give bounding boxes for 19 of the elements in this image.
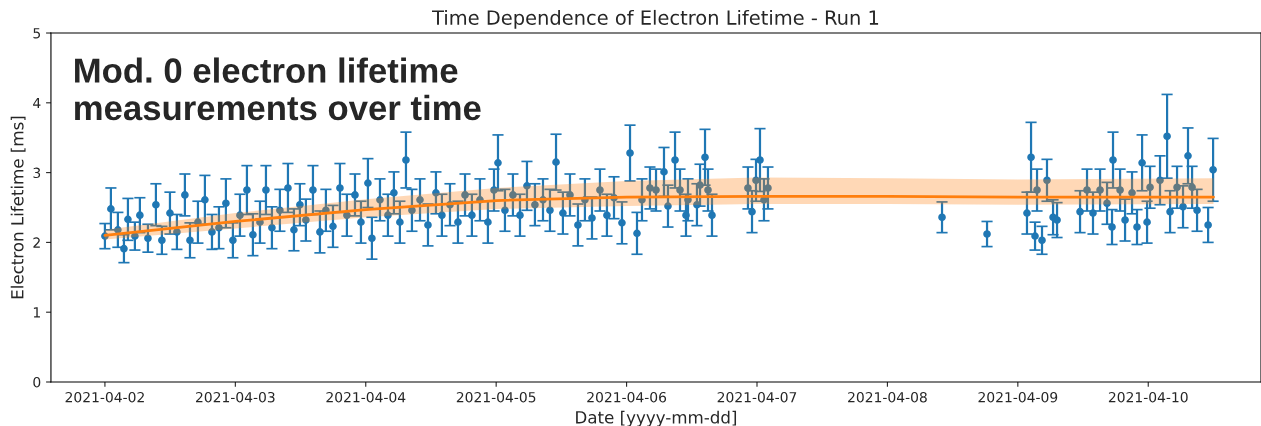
chart-title: Time Dependence of Electron Lifetime - Run 1: [432, 9, 879, 29]
x-tick-label: 2021-04-07: [717, 391, 797, 403]
y-tick-label: 1: [33, 307, 40, 318]
y-tick-label: 2: [33, 237, 40, 248]
x-tick-label: 2021-04-08: [848, 391, 927, 403]
x-tick-label: 2021-04-04: [326, 391, 406, 403]
annotation: Mod. 0 electron lifetime measurements over time: [75, 57, 481, 121]
x-tick-label: 2021-04-05: [456, 391, 536, 403]
x-tick-label: 2021-04-02: [65, 391, 144, 403]
y-axis-title: Electron Lifetime [ms]: [10, 116, 26, 299]
y-tick-label: 5: [33, 28, 41, 39]
x-axis-title: Date [yyyy-mm-dd]: [576, 410, 737, 426]
y-tick-label: 3: [33, 167, 41, 179]
x-tick-label: 2021-04-06: [587, 391, 667, 403]
x-tick-label: 2021-04-03: [196, 391, 275, 403]
x-tick-label: 2021-04-10: [1108, 391, 1188, 403]
y-tick-label: 0: [33, 376, 41, 388]
y-tick-label: 4: [33, 97, 41, 109]
x-tick-label: 2021-04-09: [978, 391, 1058, 403]
